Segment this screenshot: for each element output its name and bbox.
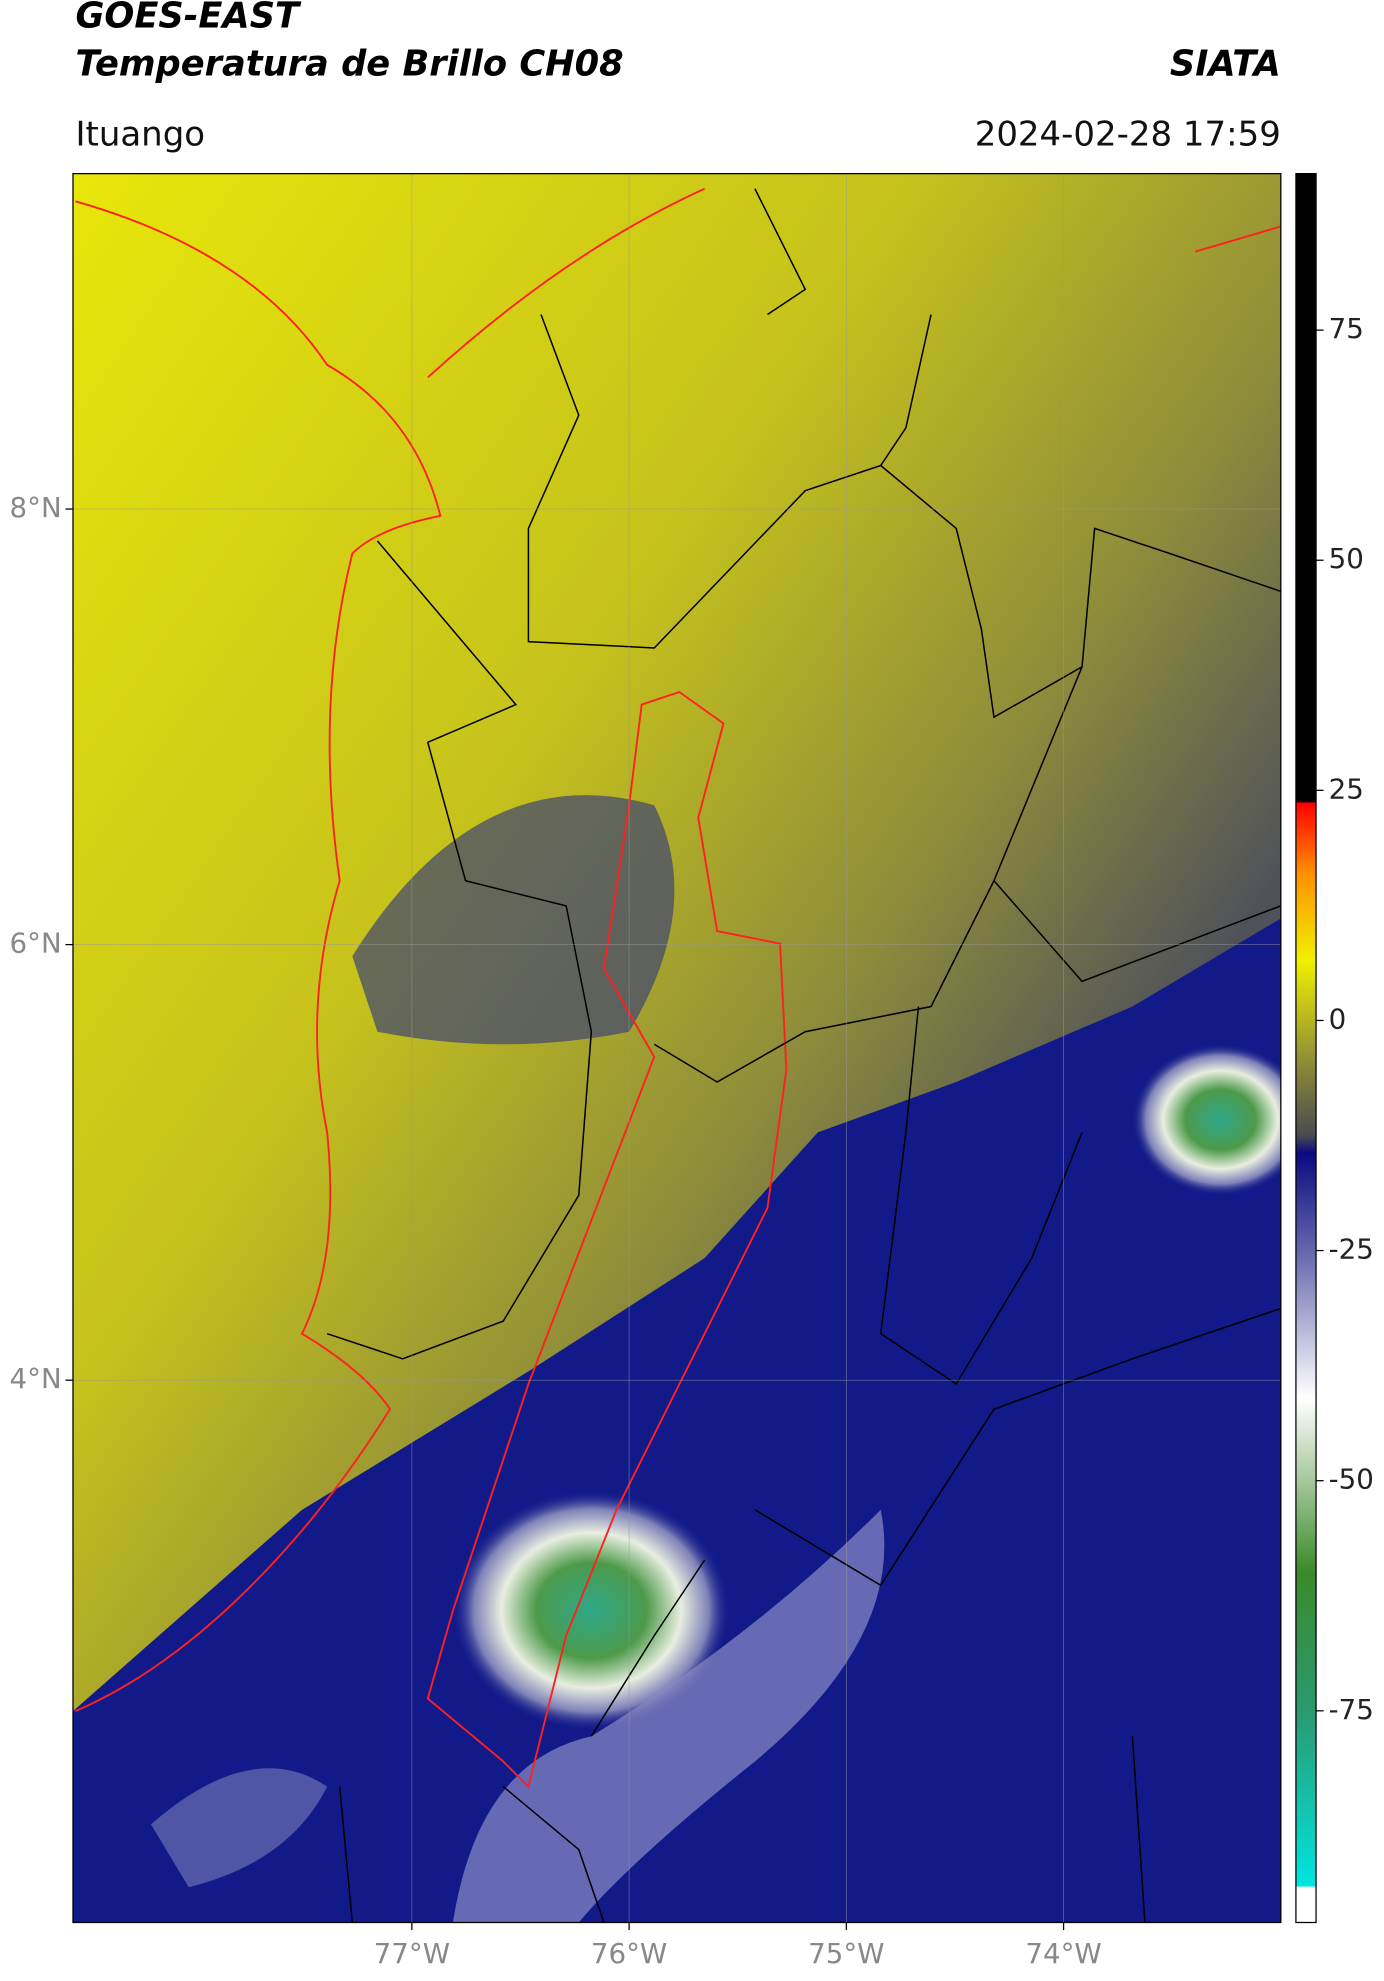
colorbar-tick-label: 75: [1329, 312, 1364, 345]
x-tick-label: 74°W: [1025, 1937, 1101, 1970]
colorbar-tick-label: 0: [1329, 1002, 1347, 1035]
storm-cell: [1132, 1044, 1281, 1196]
x-tick-label: 75°W: [808, 1937, 884, 1970]
colorbar-tick-label: -25: [1329, 1233, 1374, 1266]
datetime: 2024-02-28 17:59: [975, 114, 1281, 154]
colorbar: [1295, 172, 1317, 1924]
y-tick-label: 4°N: [10, 1362, 62, 1395]
subtitle: Temperatura de Brillo CH08: [75, 43, 623, 84]
coastline: [75, 200, 442, 1712]
y-tick-label: 8°N: [10, 491, 62, 524]
location: Ituango: [75, 114, 205, 154]
colorbar-tick-label: 25: [1329, 772, 1364, 805]
brand: SIATA: [1170, 43, 1281, 84]
y-tick-label: 6°N: [10, 927, 62, 960]
map-frame: [72, 172, 1282, 1924]
colorbar-tick-label: 50: [1329, 542, 1364, 575]
colorbar-tick-label: -75: [1329, 1693, 1374, 1726]
storm-cell: [452, 1490, 730, 1730]
title: GOES-EAST: [75, 0, 302, 37]
x-tick-label: 77°W: [374, 1937, 450, 1970]
map-image: [72, 173, 1281, 1923]
boundaries: [326, 188, 1281, 1923]
colorbar-tick-label: -50: [1329, 1463, 1374, 1496]
grid: [72, 173, 1281, 1923]
coastline: [427, 187, 1281, 379]
cloud-region: [72, 918, 1281, 1923]
cloud-patch: [352, 795, 675, 1045]
cloud-patch: [452, 1509, 885, 1923]
x-tick-label: 76°W: [591, 1937, 667, 1970]
cloud-patch: [150, 1768, 328, 1888]
region-outline: [426, 690, 788, 1789]
